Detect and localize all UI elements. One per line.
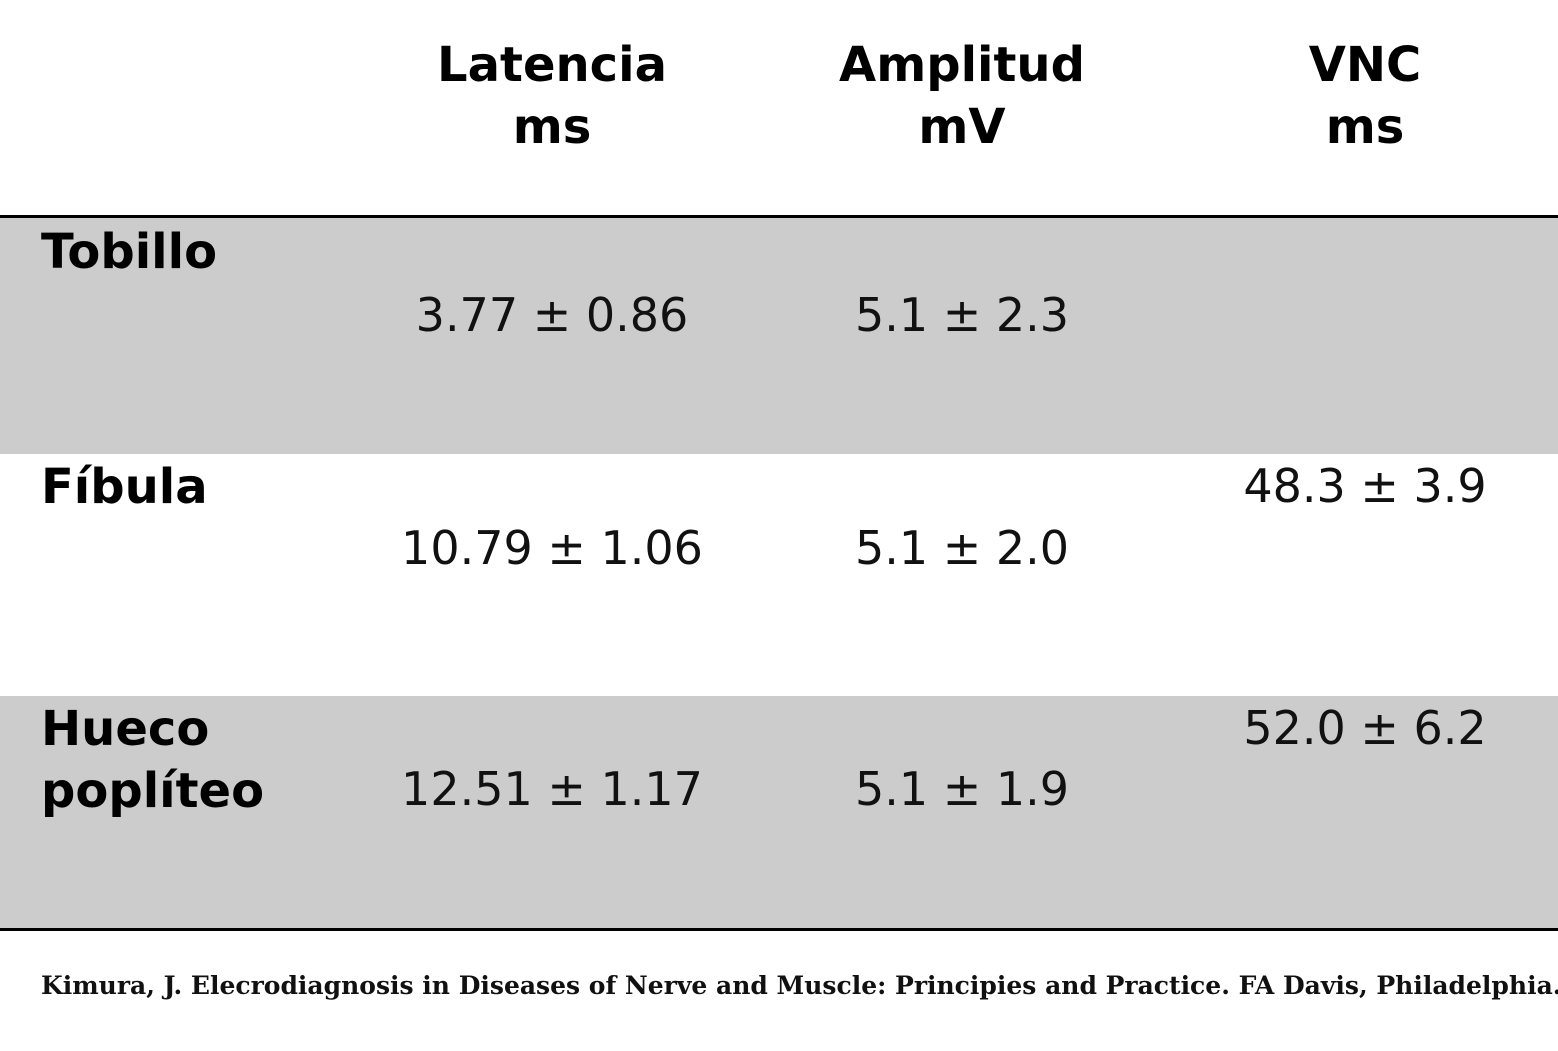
column-header-vnc: VNC ms [1165, 34, 1558, 158]
row-label-line: Fíbula [41, 459, 208, 515]
cell-amplitud: 5.1 ± 2.3 [854, 288, 1070, 342]
column-header-unit: mV [918, 99, 1006, 155]
row-label-line: Tobillo [41, 224, 218, 280]
column-header-label: VNC [1308, 37, 1422, 93]
citation: Kimura, J. Elecrodiagnosis in Diseases o… [41, 971, 1558, 1000]
cell-latencia: 12.51 ± 1.17 [401, 762, 703, 816]
cell-latencia: 3.77 ± 0.86 [415, 288, 689, 342]
table-row-hueco-popliteo: Hueco poplíteo 12.51 ± 1.17 5.1 ± 1.9 52… [0, 696, 1558, 928]
row-label-line: poplíteo [41, 763, 265, 819]
column-header-unit: ms [512, 99, 592, 155]
column-header-latencia: Latencia ms [352, 34, 752, 158]
cell-vnc: 52.0 ± 6.2 [1243, 701, 1487, 755]
column-header-label: Amplitud [839, 37, 1085, 93]
cell-amplitud: 5.1 ± 1.9 [854, 762, 1070, 816]
cell-latencia: 10.79 ± 1.06 [401, 521, 703, 575]
column-header-label: Latencia [437, 37, 667, 93]
row-label-line: Hueco [41, 701, 210, 757]
row-label: Fíbula [41, 456, 208, 518]
table-header: Latencia ms Amplitud mV VNC ms [0, 0, 1558, 216]
table-bottom-rule [0, 928, 1558, 931]
cell-vnc: 48.3 ± 3.9 [1243, 459, 1487, 513]
column-header-amplitud: Amplitud mV [762, 34, 1162, 158]
row-label: Hueco poplíteo [41, 698, 264, 822]
row-label: Tobillo [41, 221, 217, 283]
table-row-tobillo: Tobillo 3.77 ± 0.86 5.1 ± 2.3 [0, 218, 1558, 454]
table-top-rule [0, 215, 1558, 218]
table-row-fibula: Fíbula 10.79 ± 1.06 5.1 ± 2.0 48.3 ± 3.9 [0, 454, 1558, 696]
column-header-unit: ms [1325, 99, 1405, 155]
cell-amplitud: 5.1 ± 2.0 [854, 521, 1070, 575]
